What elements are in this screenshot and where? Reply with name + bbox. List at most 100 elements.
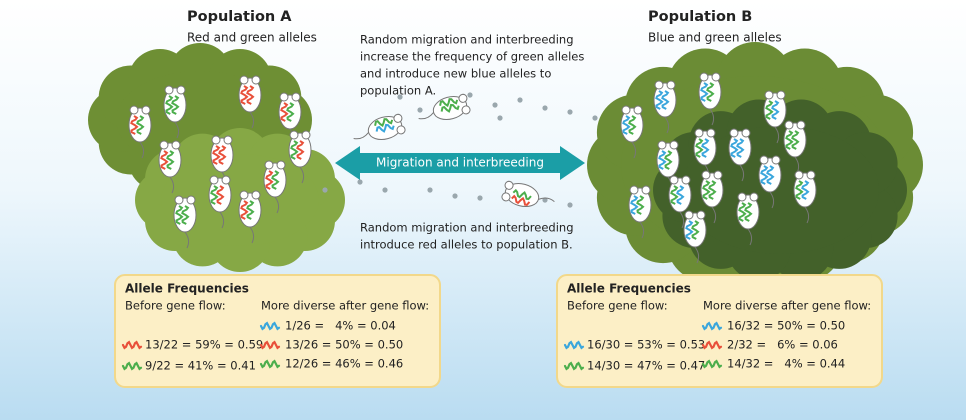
frequency: 2/32 = 6% = 0.06 [727, 338, 838, 352]
allele-strand [175, 205, 184, 225]
note-line: population A. [360, 84, 436, 98]
mouse [758, 155, 782, 209]
allele-strand [708, 180, 717, 200]
frequency: 14/30 = 47% = 0.47 [587, 359, 705, 373]
mouse-ear [794, 170, 804, 180]
mouse [288, 130, 312, 184]
paw-print [542, 105, 548, 111]
allele-strand [661, 90, 670, 110]
mouse-ear [711, 72, 721, 82]
allele-strand [160, 150, 169, 170]
mouse-ear [669, 175, 679, 185]
mouse-tail [353, 132, 369, 140]
allele-strand [664, 150, 673, 170]
mouse-tail [169, 176, 175, 194]
mouse-ear [221, 175, 231, 185]
mouse-tail [774, 126, 780, 144]
frequency: 12/26 = 46% = 0.46 [285, 357, 403, 371]
allele-strand [766, 165, 775, 185]
mouse-tail [184, 231, 190, 249]
mouse-ear [784, 120, 794, 130]
mouse-ear [666, 80, 676, 90]
note-line: increase the frequency of green alleles [360, 50, 584, 64]
population-subtitle: Red and green alleles [187, 31, 317, 45]
allele-strand [636, 195, 645, 215]
allele-strand [630, 195, 639, 215]
mouse-tail [739, 164, 745, 182]
mouse-ear [701, 170, 711, 180]
mouse-tail [249, 111, 255, 129]
allele-strand [296, 140, 305, 160]
frequency: 13/22 = 59% = 0.59 [145, 338, 263, 352]
allele-strand [512, 188, 532, 201]
mouse-ear [696, 210, 706, 220]
population-subtitle: Blue and green alleles [648, 31, 782, 45]
mouse-ear [239, 75, 249, 85]
allele-strand [375, 123, 395, 133]
allele-strand [290, 140, 299, 160]
allele-strand [218, 145, 227, 165]
mouse [173, 195, 197, 249]
note-line: and introduce new blue alleles to [360, 67, 551, 81]
mouse-ear [129, 105, 139, 115]
allele-strand [691, 220, 700, 240]
allele-strand [765, 100, 774, 120]
allele-icon [563, 340, 585, 350]
allele-strand [791, 130, 800, 150]
allele-strand [658, 150, 667, 170]
paw-print [397, 94, 403, 100]
mouse-ear [291, 92, 301, 102]
note: Random migration and interbreeding introd… [360, 221, 574, 252]
mouse-tail [139, 141, 145, 159]
mouse [263, 160, 287, 214]
allele-strand [171, 95, 180, 115]
mouse [700, 170, 724, 224]
mouse-ear [396, 125, 406, 135]
mouse-ear [759, 155, 769, 165]
mouse-ear [251, 75, 261, 85]
allele-icon [259, 340, 281, 350]
allele-strand [736, 138, 745, 158]
mouse-ear [694, 128, 704, 138]
allele-strand [622, 115, 631, 135]
paw-print [467, 92, 473, 98]
allele-strand [738, 202, 747, 222]
mouse [620, 105, 644, 159]
paw-print [357, 179, 363, 185]
mouse-ear [737, 192, 747, 202]
mouse-ear [393, 113, 403, 123]
mouse-ear [621, 105, 631, 115]
arrow [335, 146, 585, 180]
allele-strand [744, 202, 753, 222]
paw-print [517, 97, 523, 103]
box-heading: More diverse after gene flow: [261, 299, 429, 313]
mouse-ear [176, 85, 186, 95]
box-background [556, 274, 883, 388]
mouse-tail [299, 166, 305, 184]
mouse-tail [631, 141, 637, 159]
mouse-ear [141, 105, 151, 115]
migration-arrow: Migration and interbreeding [335, 146, 585, 180]
allele-strand [801, 180, 810, 200]
allele-strand [670, 185, 679, 205]
mouse-tail [804, 206, 810, 224]
population-title: Population B [648, 9, 752, 25]
mouse-ear [764, 90, 774, 100]
allele-strand [166, 150, 175, 170]
allele-strand [212, 145, 221, 165]
allele-icon [121, 340, 143, 350]
mouse-tail [219, 211, 225, 229]
allele-strand [181, 205, 190, 225]
allele-strand [240, 200, 249, 220]
mouse [238, 190, 262, 244]
paw-print [497, 115, 503, 121]
mouse-tail [747, 228, 753, 246]
mouse-ear [211, 135, 221, 145]
mouse-ear [796, 120, 806, 130]
mouse-ear [209, 175, 219, 185]
allele-strand [702, 180, 711, 200]
box-heading: Before gene flow: [567, 299, 668, 313]
mouse [418, 93, 471, 121]
allele-strand [655, 90, 664, 110]
